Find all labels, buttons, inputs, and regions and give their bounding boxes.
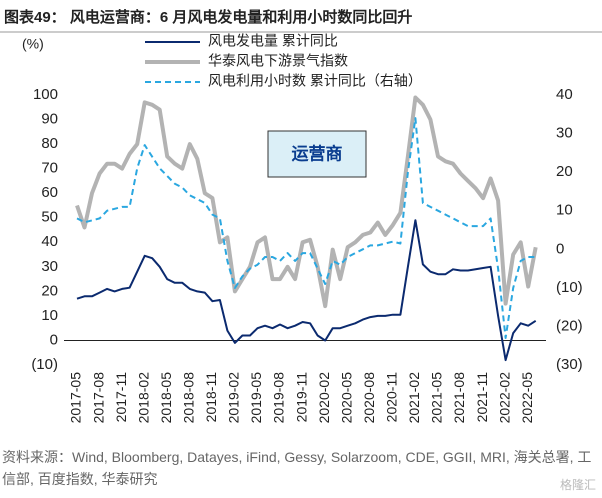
y-tick-label: 50 [41, 209, 58, 226]
y-tick-label: 10 [41, 307, 58, 324]
x-tick-label: 2021-02 [406, 372, 422, 424]
x-tick-label: 2020-08 [361, 372, 377, 424]
x-tick-label: 2017-11 [113, 372, 129, 423]
y2-tick-label: (20) [556, 317, 583, 334]
x-tick-label: 2018-08 [181, 372, 197, 424]
annotation-box [267, 130, 367, 178]
x-tick-label: 2022-05 [519, 372, 535, 424]
y2-tick-label: 40 [556, 86, 573, 103]
legend-label: 风电发电量 累计同比 [208, 33, 338, 49]
x-tick-label: 2022-02 [496, 372, 512, 424]
annotation: 运营商 [292, 143, 343, 163]
x-tick-label: 2018-05 [158, 372, 174, 424]
x-tick-label: 2017-08 [90, 372, 106, 424]
legend-label: 华泰风电下游景气指数 [208, 53, 348, 69]
chart-title: 图表49： 风电运营商：6 月风电发电量和利用小时数同比回升 [4, 8, 412, 26]
y2-tick-label: 10 [556, 202, 573, 219]
y2-tick-label: 0 [556, 240, 564, 257]
y-tick-label: 30 [41, 258, 58, 275]
x-tick-label: 2019-02 [226, 372, 242, 424]
y-axis-label: (%) [22, 36, 44, 52]
y-tick-label: 100 [33, 86, 58, 103]
y-tick-label: 0 [50, 331, 58, 348]
series-line [76, 219, 537, 362]
y-tick-label: 80 [41, 135, 58, 152]
source-box: 资料来源：Wind, Bloomberg, Datayes, iFind, Ge… [2, 449, 592, 487]
x-tick-label: 2018-02 [135, 372, 151, 424]
y-tick-label: 70 [41, 160, 58, 177]
x-tick-label: 2021-11 [474, 372, 490, 423]
x-tick-label: 2019-11 [293, 372, 309, 423]
x-tick-label: 2020-11 [384, 372, 400, 423]
x-tick-label: 2017-05 [68, 372, 84, 424]
y-tick-label: 40 [41, 233, 58, 250]
x-tick-label: 2020-05 [338, 372, 354, 424]
y2-tick-label: (10) [556, 279, 583, 296]
series-line [75, 95, 538, 309]
x-tick-label: 2020-02 [316, 372, 332, 424]
x-tick-label: 2018-11 [203, 372, 219, 423]
y-tick-label: 90 [41, 111, 58, 128]
x-tick-label: 2021-05 [429, 372, 445, 424]
source: 资料来源：Wind, Bloomberg, Datayes, iFind, Ge… [2, 449, 592, 487]
x-tick-label: 2019-08 [271, 372, 287, 424]
y2-tick-label: 30 [556, 125, 573, 142]
watermark: 格隆汇 [560, 477, 596, 492]
x-tick-label: 2021-08 [451, 372, 467, 424]
legend-label: 风电利用小时数 累计同比（右轴） [208, 73, 422, 89]
y2-tick-label: (30) [556, 356, 583, 373]
y-tick-label: 60 [41, 184, 58, 201]
y2-tick-label: 20 [556, 163, 573, 180]
y-tick-label: (10) [31, 356, 58, 373]
x-tick-label: 2019-05 [248, 372, 264, 424]
y-tick-label: 20 [41, 282, 58, 299]
